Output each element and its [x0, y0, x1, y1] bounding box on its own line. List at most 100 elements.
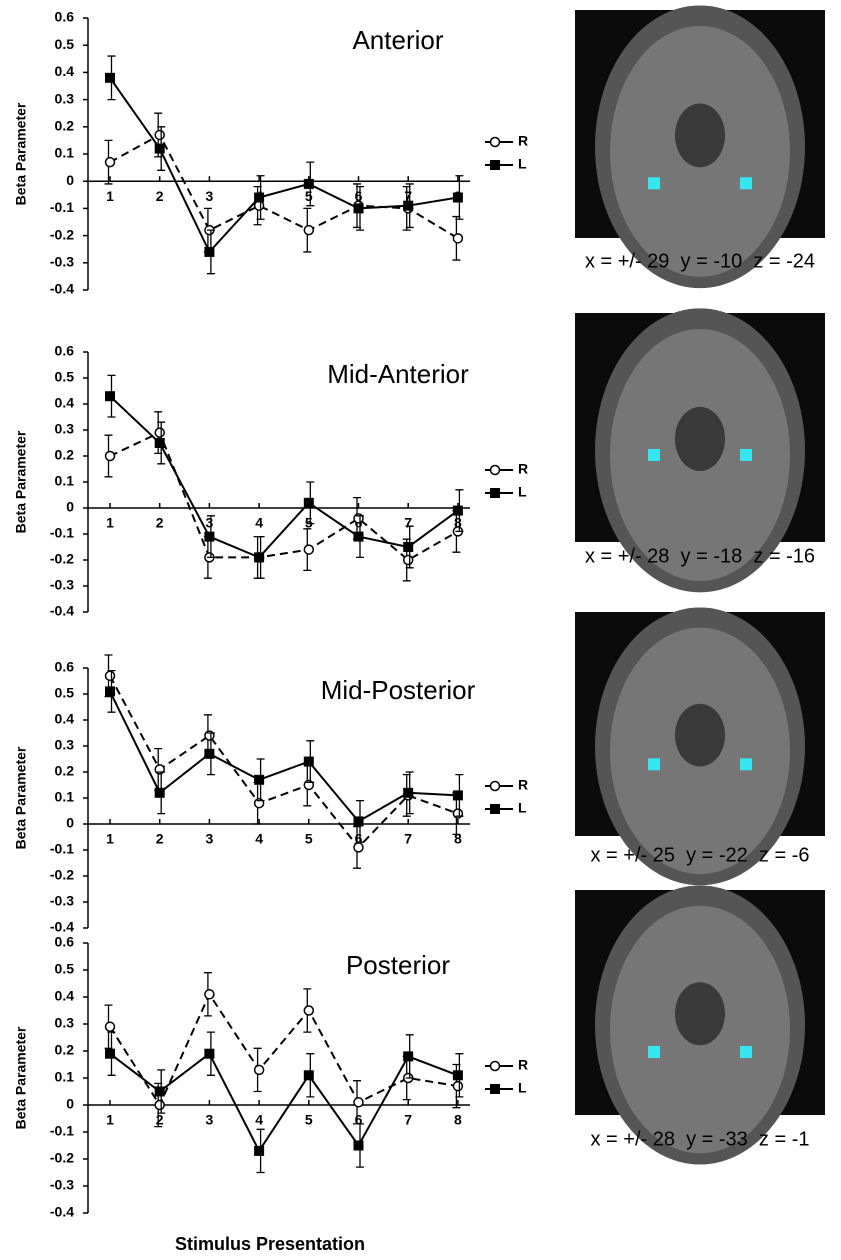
y-tick-label: 0.2	[55, 1042, 75, 1058]
y-tick-label: -0.2	[50, 1150, 74, 1166]
chart-title: Anterior	[352, 25, 443, 55]
y-tick-label: -0.1	[50, 525, 74, 541]
x-tick-label: 2	[156, 515, 164, 531]
y-tick-label: -0.3	[50, 893, 74, 909]
brain-center	[675, 406, 725, 472]
y-tick-label: 0.5	[55, 369, 75, 385]
marker	[154, 1099, 165, 1111]
marker	[353, 1097, 364, 1108]
x-tick-label: 7	[404, 831, 412, 847]
y-tick-label: 0.1	[55, 1069, 75, 1085]
roi-left	[648, 1046, 660, 1058]
marker	[452, 790, 463, 801]
image-caption: x = +/- 28 y = -18 z = -16	[585, 545, 815, 567]
marker	[154, 1086, 165, 1097]
series-line	[109, 675, 459, 849]
y-tick-label: -0.3	[50, 577, 74, 593]
marker	[105, 686, 115, 697]
legend-marker	[489, 780, 501, 792]
y-tick-label: 0.4	[55, 63, 75, 79]
y-tick-label: -0.1	[50, 1123, 74, 1139]
x-tick-label: 3	[206, 188, 214, 204]
marker	[104, 1021, 116, 1032]
chart-panel: 0.60.50.40.30.20.10-0.1-0.2-0.3-0.412345…	[13, 5, 825, 297]
marker	[253, 200, 265, 211]
x-tick-label: 6	[355, 188, 363, 204]
y-tick-label: 0.4	[55, 988, 75, 1004]
marker	[303, 497, 314, 508]
marker	[254, 1145, 265, 1156]
x-tick-label: 2	[156, 188, 164, 204]
y-axis-title: Beta Parameter	[13, 1026, 29, 1129]
series-line	[109, 133, 459, 240]
roi-right	[740, 448, 752, 461]
chart-title: Mid-Posterior	[321, 675, 476, 705]
x-tick-label: 8	[454, 831, 462, 847]
x-tick-label: 7	[404, 1112, 412, 1128]
y-tick-label: 0.3	[55, 737, 75, 753]
x-tick-label: 6	[355, 831, 363, 847]
legend-marker	[490, 488, 500, 498]
y-tick-label: 0.1	[55, 145, 75, 161]
y-tick-label: -0.3	[50, 1177, 74, 1193]
y-tick-label: 0	[66, 172, 74, 188]
x-tick-label: 4	[255, 1112, 263, 1128]
x-tick-label: 5	[305, 831, 313, 847]
marker	[303, 1070, 314, 1081]
series-line	[109, 992, 459, 1108]
marker	[452, 1070, 463, 1081]
x-tick-label: 5	[305, 1112, 313, 1128]
x-tick-label: 7	[404, 188, 412, 204]
y-tick-label: -0.4	[50, 919, 74, 935]
marker	[254, 774, 265, 785]
marker	[104, 156, 116, 168]
x-axis-title: Stimulus Presentation	[175, 1234, 365, 1254]
y-tick-label: 0.4	[55, 395, 75, 411]
marker	[452, 1080, 464, 1092]
marker	[353, 531, 364, 542]
marker	[403, 542, 414, 552]
x-tick-label: 3	[206, 515, 214, 531]
image-caption: x = +/- 25 y = -22 z = -6	[591, 844, 810, 866]
marker	[105, 391, 115, 402]
marker	[353, 203, 364, 214]
roi-right	[740, 177, 752, 190]
legend-marker	[490, 1084, 500, 1094]
marker	[303, 224, 315, 236]
y-tick-label: 0.6	[55, 934, 75, 950]
marker	[303, 544, 315, 555]
y-tick-label: -0.2	[50, 551, 74, 567]
legend-marker	[490, 160, 500, 170]
marker	[402, 554, 414, 566]
y-tick-label: 0.1	[55, 473, 75, 489]
y-tick-label: 0.2	[55, 447, 75, 463]
x-tick-label: 2	[156, 1112, 164, 1128]
x-tick-label: 1	[106, 831, 114, 847]
marker	[403, 1051, 414, 1062]
legend-label: L	[518, 800, 527, 816]
legend-label: R	[518, 133, 528, 149]
x-tick-label: 4	[255, 831, 263, 847]
y-tick-label: 0	[66, 1096, 74, 1112]
y-tick-label: 0.5	[55, 961, 75, 977]
series-line	[109, 77, 459, 254]
legend-label: L	[518, 1080, 527, 1096]
x-tick-label: 8	[454, 515, 462, 531]
y-axis-title: Beta Parameter	[13, 102, 29, 205]
marker	[154, 427, 165, 438]
marker	[154, 438, 165, 448]
roi-left	[648, 177, 660, 190]
x-tick-label: 5	[305, 515, 313, 531]
roi-right	[740, 758, 752, 771]
marker	[204, 246, 215, 257]
legend-label: R	[518, 1057, 528, 1073]
image-caption: x = +/- 28 y = -33 z = -1	[591, 1128, 810, 1150]
x-tick-label: 7	[404, 515, 412, 531]
y-tick-label: -0.2	[50, 867, 74, 883]
x-tick-label: 1	[106, 1112, 114, 1128]
brain-center	[675, 982, 725, 1046]
x-tick-label: 3	[206, 1112, 214, 1128]
x-tick-label: 5	[305, 188, 313, 204]
